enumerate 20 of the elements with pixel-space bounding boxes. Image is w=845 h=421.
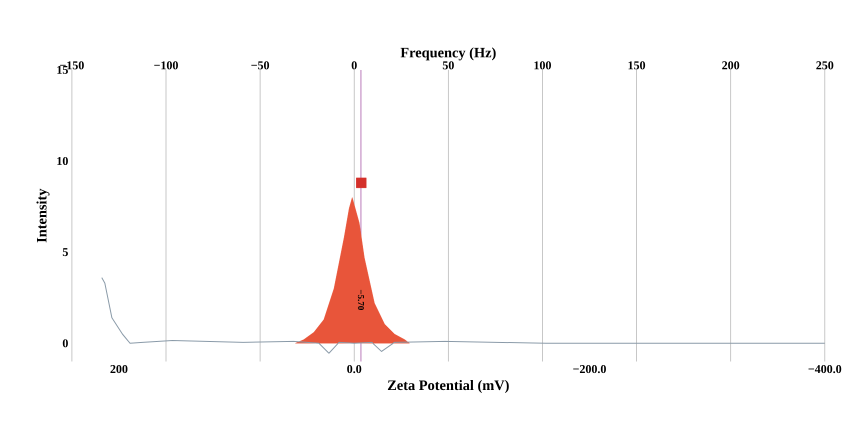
x-tick-label: −400.0 — [808, 364, 842, 373]
x2-tick-label: 200 — [722, 61, 740, 70]
x2-tick-label: 50 — [442, 61, 454, 70]
y-tick-label: 5 — [62, 248, 68, 256]
x2-axis-title: Frequency (Hz) — [400, 47, 496, 60]
y-axis-title: Intensity — [36, 188, 50, 242]
line-series — [101, 276, 825, 354]
x-tick-label: 0.0 — [347, 364, 362, 373]
x2-tick-label: 0 — [352, 61, 357, 70]
ref-line-label: −5.70 — [358, 290, 364, 310]
x2-tick-label: −50 — [251, 61, 270, 70]
y-tick-label: 10 — [57, 156, 68, 165]
x2-tick-label: 150 — [628, 61, 646, 70]
x2-tick-label: −100 — [154, 61, 178, 70]
x2-tick-label: 100 — [534, 61, 551, 70]
x-tick-label: 200 — [110, 364, 128, 373]
x-axis-title: Zeta Potential (mV) — [388, 380, 509, 393]
y-tick-label: 0 — [62, 339, 68, 348]
x-tick-label: −200.0 — [573, 364, 606, 373]
x2-tick-label: 250 — [816, 61, 834, 70]
